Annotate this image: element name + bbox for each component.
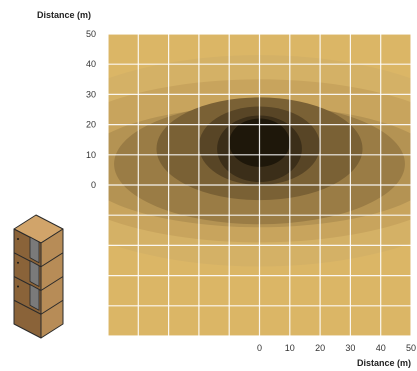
cabinet-handle-3 — [17, 285, 19, 288]
cabinet-details — [13, 236, 64, 315]
cabinet-door-3 — [29, 283, 40, 311]
cabinet-shelf-right — [40, 276, 64, 291]
y-tick-label: 40 — [86, 59, 96, 69]
concentration-contours — [108, 55, 411, 267]
x-axis-title: Distance (m) — [357, 358, 411, 368]
cabinet-shelf-right — [40, 299, 64, 315]
x-tick-label: 0 — [257, 343, 262, 353]
y-tick-label: 20 — [86, 120, 96, 130]
x-axis-ticks: 0 10 20 30 40 50 — [257, 343, 416, 353]
cabinet-stack-icon — [13, 214, 64, 339]
cabinet-shelf-right — [40, 252, 64, 268]
cabinet-shelf-left — [13, 299, 42, 315]
y-axis-ticks: 0 10 20 30 40 50 — [86, 29, 96, 190]
y-tick-label: 10 — [86, 150, 96, 160]
plot-area — [107, 33, 412, 337]
cabinet-handle-1 — [17, 238, 19, 240]
y-axis-title: Distance (m) — [37, 10, 91, 20]
cabinet-handle-2 — [17, 261, 19, 264]
cabinet-door-2 — [29, 260, 40, 288]
cabinet-door-1 — [29, 236, 40, 264]
y-tick-label: 30 — [86, 89, 96, 99]
y-tick-label: 50 — [86, 29, 96, 39]
x-tick-label: 20 — [315, 343, 325, 353]
x-tick-label: 30 — [345, 343, 355, 353]
x-tick-label: 10 — [285, 343, 295, 353]
gridlines — [107, 33, 412, 337]
x-tick-label: 40 — [376, 343, 386, 353]
y-tick-label: 0 — [91, 180, 96, 190]
x-tick-label: 50 — [406, 343, 416, 353]
